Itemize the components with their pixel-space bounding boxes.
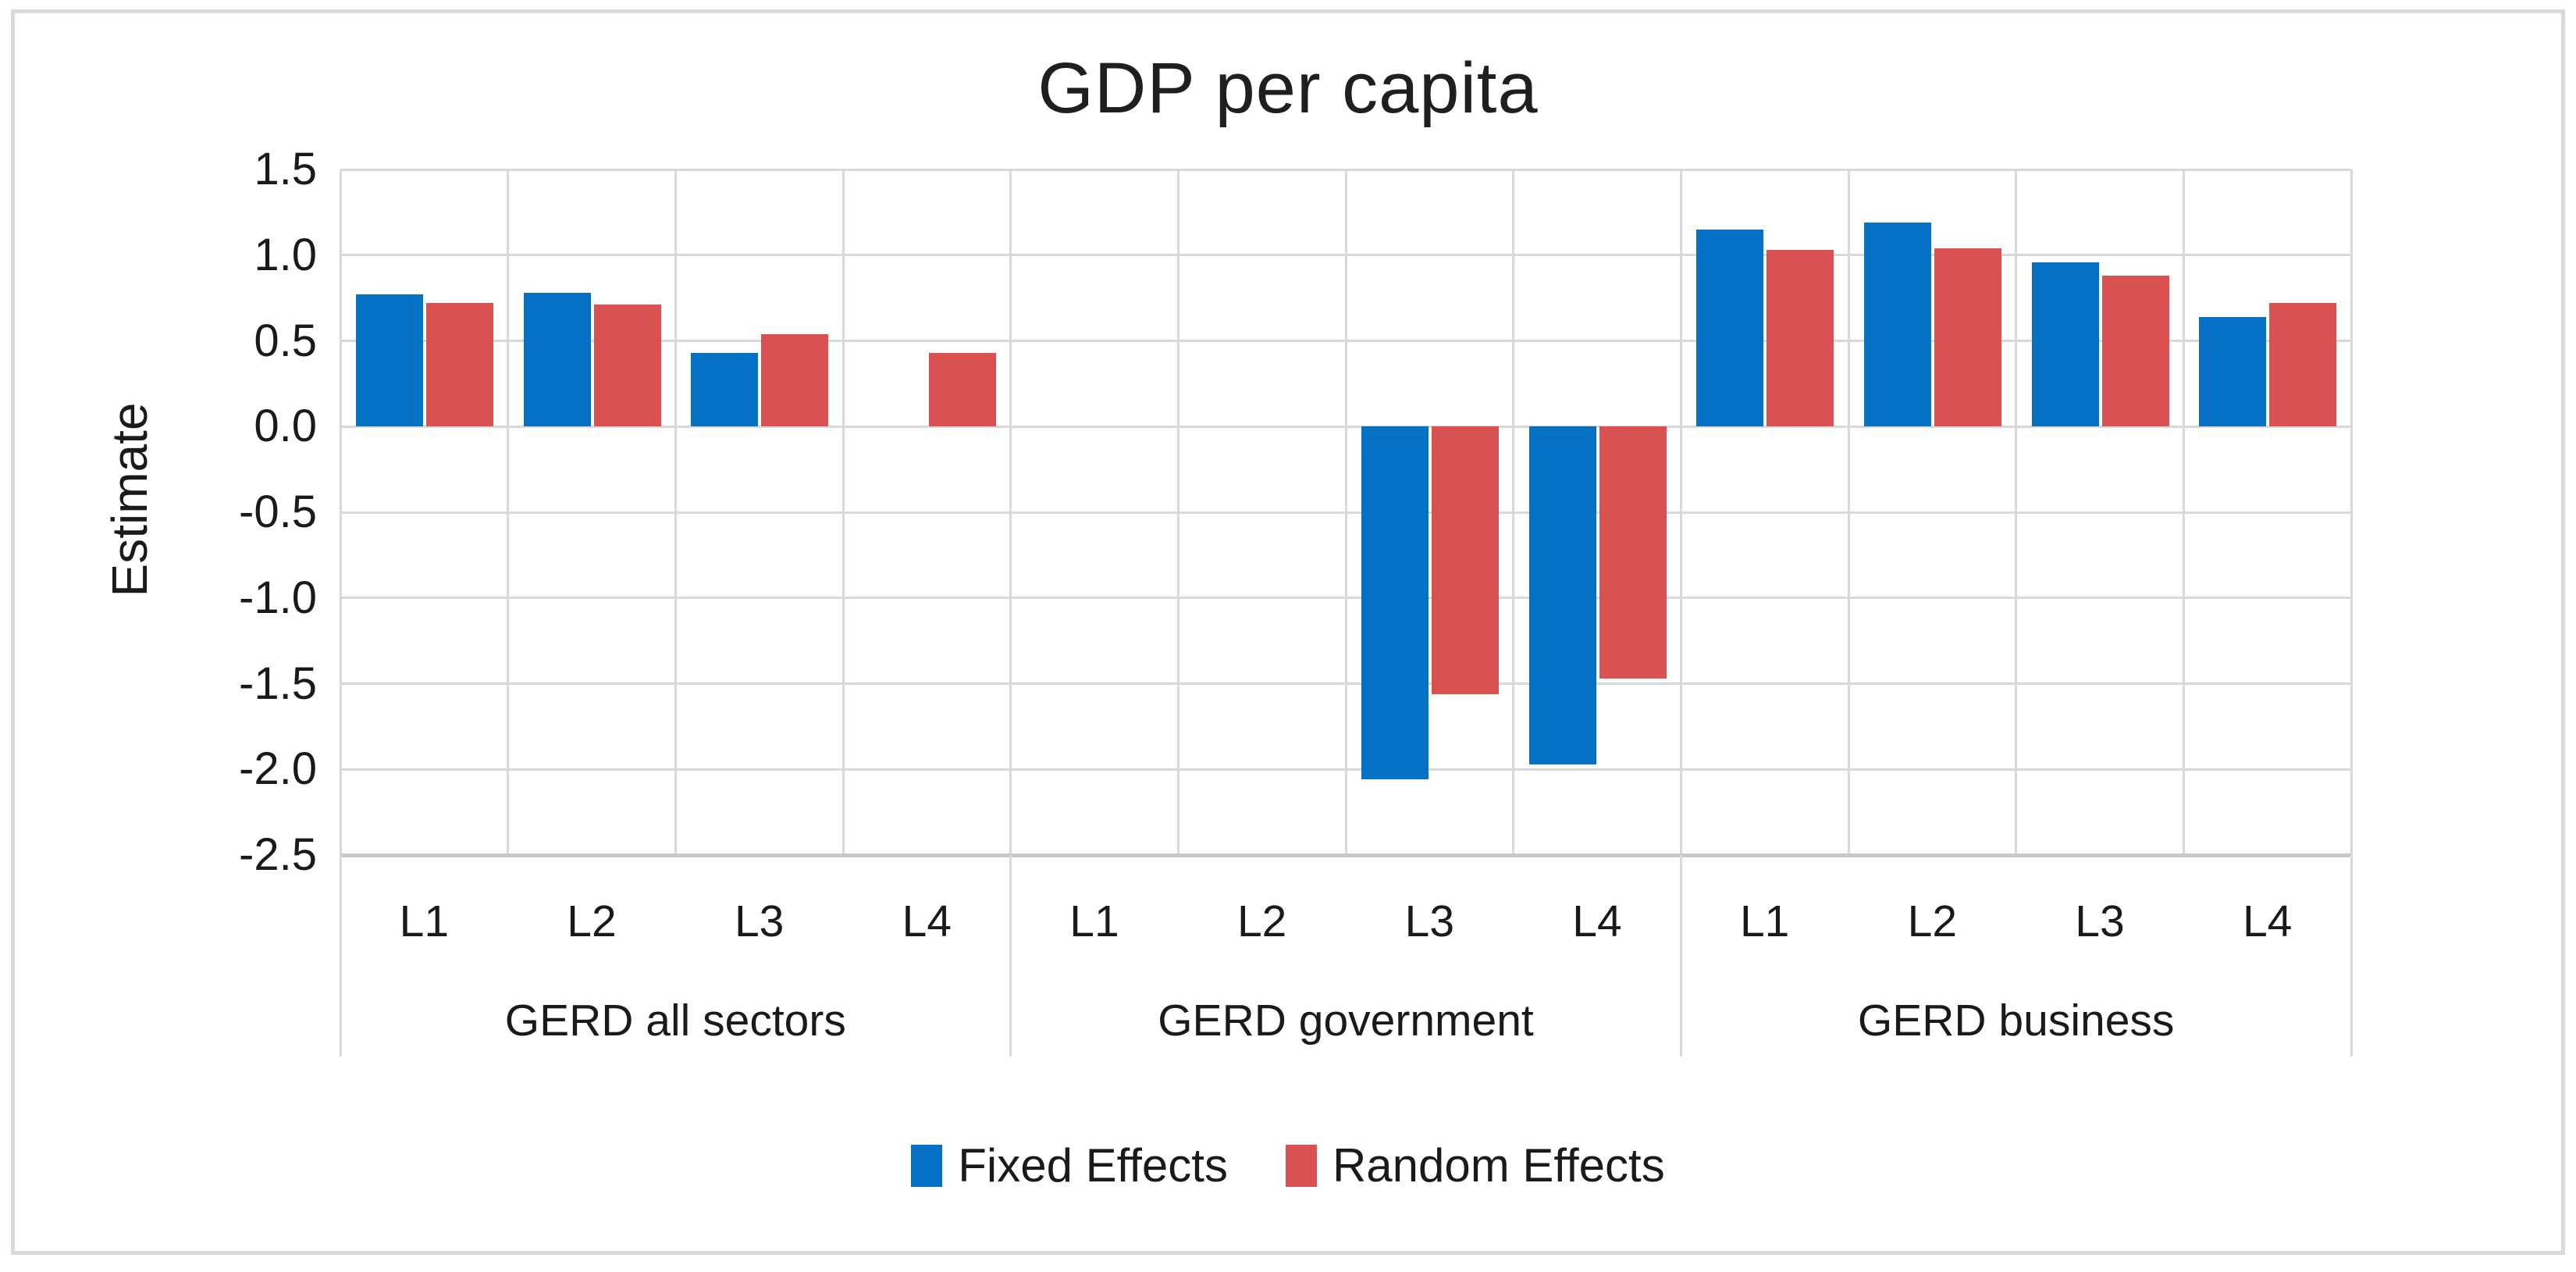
legend-label: Fixed Effects [958, 1139, 1228, 1192]
group-separator [1679, 855, 1682, 1056]
category-label: L4 [1572, 896, 1622, 946]
category-label: L3 [2075, 896, 2125, 946]
x-axis-line [340, 853, 2351, 857]
category-label: L3 [1404, 896, 1455, 946]
gridline-v [1847, 169, 1850, 855]
figure-border [11, 9, 2565, 1255]
group-separator [2350, 855, 2353, 1056]
bar [1934, 248, 2001, 427]
gridline-v [1512, 169, 1515, 855]
y-tick-label: -1.0 [239, 572, 317, 623]
bar [2269, 303, 2337, 427]
gridline-v [2015, 169, 2018, 855]
bar [1863, 223, 1931, 427]
y-tick-label: -1.5 [239, 657, 317, 709]
bar [523, 293, 591, 427]
gridline-v [674, 169, 677, 855]
chart-title: GDP per capita [1037, 48, 1539, 128]
bar [691, 352, 759, 427]
gridline-v [1009, 169, 1012, 855]
bar [2199, 316, 2267, 427]
gridline-v [339, 169, 342, 855]
y-tick-label: -2.5 [239, 829, 317, 880]
y-tick-label: 0.5 [254, 315, 317, 366]
gridline-v [1176, 169, 1179, 855]
legend-label: Random Effects [1332, 1139, 1665, 1192]
gridline-v [2182, 169, 2185, 855]
y-tick-label: 1.0 [254, 229, 317, 280]
bar [593, 305, 661, 427]
gridline-v [2350, 169, 2353, 855]
category-label: L2 [567, 896, 617, 946]
bar [1361, 426, 1429, 780]
random-effects-swatch [1285, 1144, 1317, 1187]
gridline-v [1344, 169, 1347, 855]
category-label: L2 [1236, 896, 1287, 946]
group-separator [339, 855, 342, 1056]
bar [2101, 276, 2169, 427]
bar [1431, 426, 1499, 694]
bar [761, 333, 829, 427]
category-label: L2 [1907, 896, 1958, 946]
legend: Fixed Effects Random Effects [0, 1138, 2576, 1192]
y-tick-label: -0.5 [239, 486, 317, 537]
category-label: L1 [1739, 896, 1790, 946]
category-label: L1 [1069, 896, 1119, 946]
category-label: L1 [399, 896, 450, 946]
y-tick-label: 1.5 [254, 144, 317, 194]
bar [425, 303, 493, 427]
group-label: GERD government [1158, 996, 1534, 1046]
gridline-v [841, 169, 845, 855]
gridline-v [507, 169, 510, 855]
group-label: GERD business [1857, 996, 2175, 1046]
bar [1599, 426, 1667, 679]
bar [2031, 262, 2099, 427]
y-tick-label: -2.0 [239, 743, 317, 795]
group-label: GERD all sectors [504, 996, 846, 1046]
bar [1696, 229, 1764, 427]
y-tick-label: 0.0 [254, 401, 317, 452]
bar [928, 352, 996, 427]
category-label: L3 [734, 896, 785, 946]
fixed-effects-swatch [911, 1144, 943, 1187]
gridline-v [1679, 169, 1682, 855]
category-label: L4 [902, 896, 952, 946]
legend-item: Fixed Effects [911, 1138, 1228, 1192]
bar [355, 294, 423, 427]
bar [1767, 250, 1834, 427]
category-label: L4 [2242, 896, 2293, 946]
bar [1528, 426, 1596, 764]
group-separator [1009, 855, 1012, 1056]
legend-item: Random Effects [1285, 1138, 1665, 1192]
